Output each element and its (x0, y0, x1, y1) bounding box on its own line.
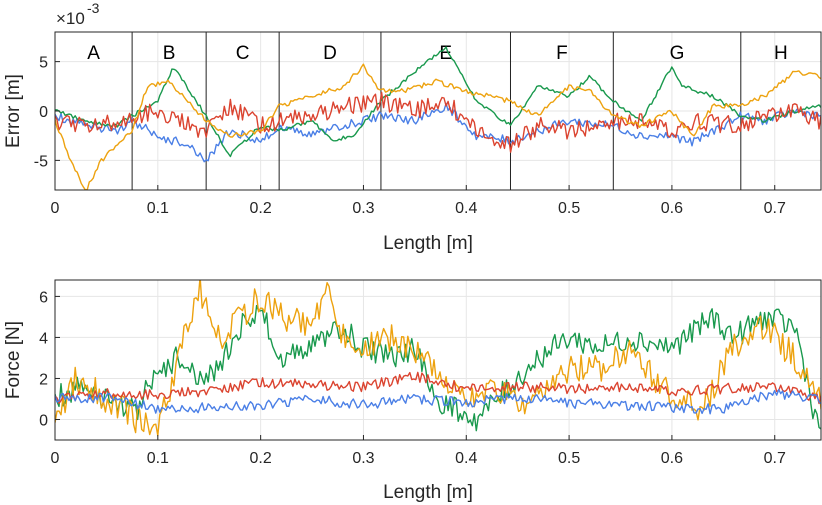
error-plot-xtick-label-4: 0.4 (455, 200, 477, 217)
segment-label-e: E (439, 43, 452, 64)
force-plot-xtick-label-5: 0.5 (558, 450, 580, 467)
segment-label-c: C (236, 43, 250, 64)
force-plot-series-red (55, 371, 821, 405)
segment-label-b: B (163, 43, 176, 64)
segment-labels: A B C D E F G H (87, 43, 788, 64)
y-exponent-base: ×10 (56, 9, 85, 28)
force-plot-xtick-label-4: 0.4 (455, 450, 477, 467)
segment-label-h: H (774, 43, 788, 64)
error-plot-xtick-label-0: 0 (51, 200, 60, 217)
force-plot-xtick-label-6: 0.6 (661, 450, 683, 467)
error-plot-series-green (55, 46, 821, 158)
error-plot-series-blue (55, 102, 821, 163)
force-y-axis-label: Force [N] (3, 321, 24, 399)
error-plot-xtick-label-7: 0.7 (764, 200, 786, 217)
force-plot-ytick-label-3: 6 (39, 289, 48, 306)
error-y-ticks: -5 0 5 (34, 55, 60, 170)
force-plot-xtick-label-1: 0.1 (147, 450, 169, 467)
segment-label-g: G (670, 43, 685, 64)
force-plot-xtick-label-0: 0 (51, 450, 60, 467)
force-x-axis-label: Length [m] (383, 482, 473, 503)
error-plot-xtick-label-5: 0.5 (558, 200, 580, 217)
force-plot: 0 0.1 0.2 0.3 0.4 0.5 0.6 0.7 0 2 4 6 Length [m] F… (3, 279, 822, 503)
error-plot-xtick-label-6: 0.6 (661, 200, 683, 217)
error-x-axis-label: Length [m] (383, 233, 473, 254)
force-plot-xtick-label-2: 0.2 (250, 450, 272, 467)
error-plot-xtick-label-2: 0.2 (250, 200, 272, 217)
error-series (55, 46, 821, 190)
error-plot-ytick-label-2: 5 (39, 55, 48, 72)
force-plot-series-blue (55, 388, 821, 415)
error-plot-ytick-label-0: -5 (34, 153, 48, 170)
force-series (55, 280, 821, 437)
error-y-axis-label: Error [m] (3, 74, 24, 148)
segment-label-a: A (87, 43, 100, 64)
force-axis-box (54, 279, 822, 441)
force-y-ticks: 0 2 4 6 (39, 289, 60, 429)
force-plot-ytick-label-2: 4 (39, 330, 48, 347)
error-plot-xtick-label-3: 0.3 (352, 200, 374, 217)
segment-dividers (131, 32, 742, 190)
error-plot: A B C D E F G H 0 0.1 0.2 0.3 0.4 0.5 0.6 0.7 -5 0 5 ×10… (3, 0, 822, 254)
segment-label-d: D (323, 43, 337, 64)
force-plot-ytick-label-0: 0 (39, 412, 48, 429)
error-plot-series-red (55, 91, 821, 153)
force-plot-area (55, 280, 821, 440)
force-plot-series-green (55, 304, 821, 432)
error-plot-series-orange (55, 63, 821, 190)
force-plot-xtick-label-3: 0.3 (352, 450, 374, 467)
force-plot-ytick-label-1: 2 (39, 371, 48, 388)
force-plot-xtick-label-7: 0.7 (764, 450, 786, 467)
error-plot-ytick-label-1: 0 (39, 104, 48, 121)
error-plot-xtick-label-1: 0.1 (147, 200, 169, 217)
y-exponent-power: -3 (87, 0, 100, 16)
error-x-ticks: 0 0.1 0.2 0.3 0.4 0.5 0.6 0.7 (51, 185, 786, 217)
force-x-ticks: 0 0.1 0.2 0.3 0.4 0.5 0.6 0.7 (51, 435, 786, 467)
segment-label-f: F (556, 43, 568, 64)
